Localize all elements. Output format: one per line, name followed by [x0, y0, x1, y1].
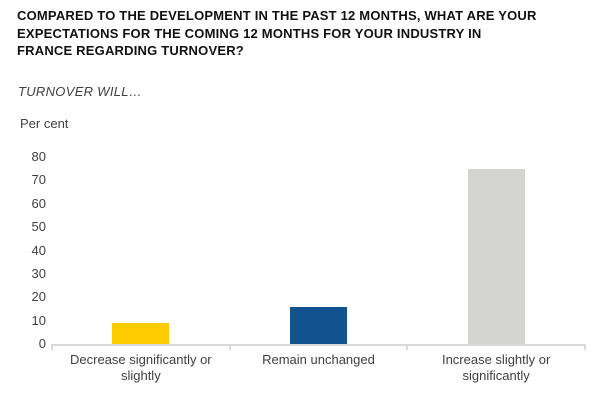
category-label: Decrease significantly or slightly	[70, 352, 212, 383]
chart-question-title: COMPARED TO THE DEVELOPMENT IN THE PAST …	[17, 7, 537, 60]
x-axis-line	[52, 344, 585, 346]
title-line-3: FRANCE REGARDING TURNOVER?	[17, 43, 244, 58]
y-axis-tick-label: 40	[31, 242, 46, 258]
x-axis-boundary-tick	[406, 344, 409, 350]
y-axis-tick-label: 80	[31, 149, 46, 164]
title-line-2: EXPECTATIONS FOR THE COMING 12 MONTHS FO…	[17, 25, 482, 41]
y-axis-tick-label: 30	[31, 265, 46, 281]
y-axis-tick-label: 10	[31, 312, 46, 328]
x-axis-boundary-tick	[228, 344, 231, 350]
chart-subtitle: TURNOVER WILL…	[18, 84, 143, 99]
bar-remain-unchanged	[290, 306, 347, 344]
bar-increase-slightly-or-significantly	[467, 168, 525, 344]
y-axis-tick-label: 50	[31, 219, 46, 235]
category-label: Increase slightly or significantly	[441, 352, 551, 383]
x-axis-boundary-tick	[584, 344, 586, 350]
x-axis-boundary-tick	[51, 344, 53, 350]
y-axis-tick-label: 0	[38, 336, 46, 351]
title-line-1: COMPARED TO THE DEVELOPMENT IN THE PAST …	[17, 8, 537, 23]
y-axis-unit-label: Per cent	[20, 116, 69, 131]
y-axis-tick-label: 70	[31, 172, 46, 188]
bar-decrease-significantly-or-slightly	[112, 322, 170, 344]
y-axis-tick-label: 20	[31, 289, 46, 305]
y-axis-tick-label: 60	[31, 195, 46, 211]
category-label: Remain unchanged	[262, 352, 375, 367]
